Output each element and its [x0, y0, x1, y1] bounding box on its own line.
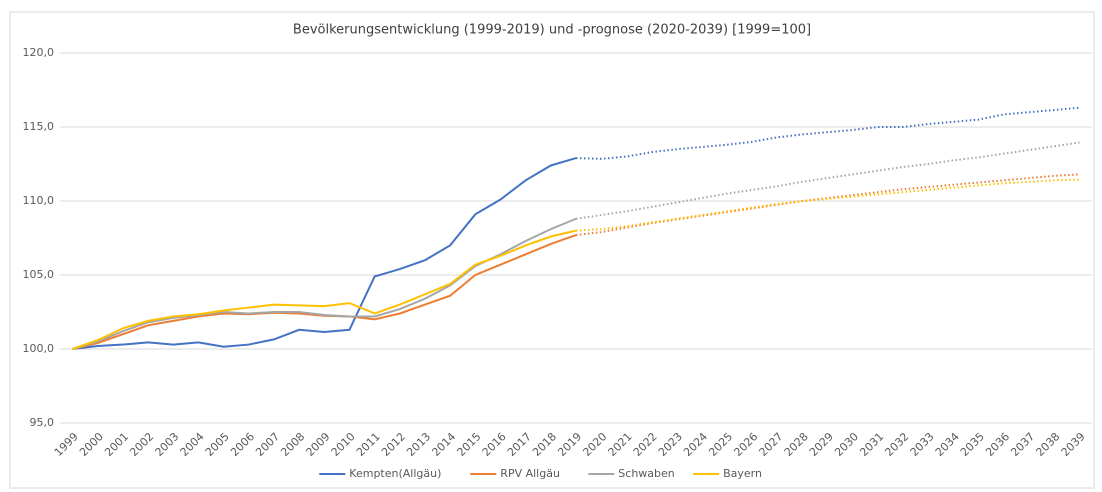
- x-tick-label: 2004: [178, 430, 207, 459]
- x-tick-label: 2022: [631, 430, 660, 459]
- legend-label: Schwaben: [618, 467, 674, 480]
- x-tick-label: 2028: [782, 430, 811, 459]
- x-tick-label: 2034: [933, 430, 962, 459]
- x-tick-label: 2030: [832, 430, 861, 459]
- x-tick-label: 2005: [203, 430, 232, 459]
- y-tick-label: 110,0: [23, 194, 55, 207]
- x-tick-label: 2017: [505, 430, 534, 459]
- x-tick-label: 2035: [958, 430, 987, 459]
- forecast-line: [575, 178, 1080, 232]
- x-tick-label: 2003: [153, 430, 182, 459]
- x-tick-label: 2002: [127, 430, 156, 459]
- forecast-line: [575, 173, 1080, 237]
- x-tick-label: 2029: [807, 430, 836, 459]
- x-tick-label: 2025: [706, 430, 735, 459]
- series-line: [72, 157, 577, 350]
- forecast-line: [575, 106, 1080, 160]
- x-tick-label: 2009: [304, 430, 333, 459]
- y-tick-label: 105,0: [23, 268, 55, 281]
- x-tick-label: 2019: [555, 430, 584, 459]
- x-tick-label: 2021: [606, 430, 635, 459]
- x-tick-label: 2000: [77, 430, 106, 459]
- chart-title: Bevölkerungsentwicklung (1999-2019) und …: [293, 23, 811, 38]
- x-tick-label: 2027: [757, 430, 786, 459]
- y-tick-label: 95,0: [30, 416, 55, 429]
- x-tick-label: 1999: [52, 430, 81, 459]
- forecast-line: [575, 141, 1080, 220]
- x-tick-label: 2032: [882, 430, 911, 459]
- x-tick-label: 2039: [1059, 430, 1088, 459]
- x-tick-label: 2008: [278, 430, 307, 459]
- y-tick-label: 115,0: [23, 120, 55, 133]
- y-tick-label: 100,0: [23, 342, 55, 355]
- x-tick-label: 2020: [580, 430, 609, 459]
- x-tick-label: 2007: [253, 430, 282, 459]
- x-tick-label: 2006: [228, 430, 257, 459]
- x-tick-label: 2016: [480, 430, 509, 459]
- x-tick-label: 2001: [102, 430, 131, 459]
- x-tick-label: 2026: [731, 430, 760, 459]
- legend-label: Kempten(Allgäu): [349, 467, 441, 480]
- x-tick-label: 2014: [429, 430, 458, 459]
- x-tick-label: 2015: [455, 430, 484, 459]
- x-tick-label: 2024: [681, 430, 710, 459]
- x-tick-label: 2037: [1008, 430, 1037, 459]
- x-tick-label: 2036: [983, 430, 1012, 459]
- legend-label: Bayern: [723, 467, 762, 480]
- x-tick-label: 2010: [329, 430, 358, 459]
- x-tick-label: 2023: [656, 430, 685, 459]
- x-tick-label: 2012: [379, 430, 408, 459]
- x-tick-label: 2013: [404, 430, 433, 459]
- series-line: [72, 217, 577, 350]
- chart-frame: [9, 11, 1095, 489]
- x-tick-label: 2031: [857, 430, 886, 459]
- series-line: [72, 229, 577, 350]
- y-tick-label: 120,0: [23, 46, 55, 59]
- x-tick-label: 2011: [354, 430, 383, 459]
- x-tick-label: 2018: [530, 430, 559, 459]
- x-tick-label: 2033: [908, 430, 937, 459]
- x-tick-label: 2038: [1033, 430, 1062, 459]
- legend-label: RPV Allgäu: [500, 467, 560, 480]
